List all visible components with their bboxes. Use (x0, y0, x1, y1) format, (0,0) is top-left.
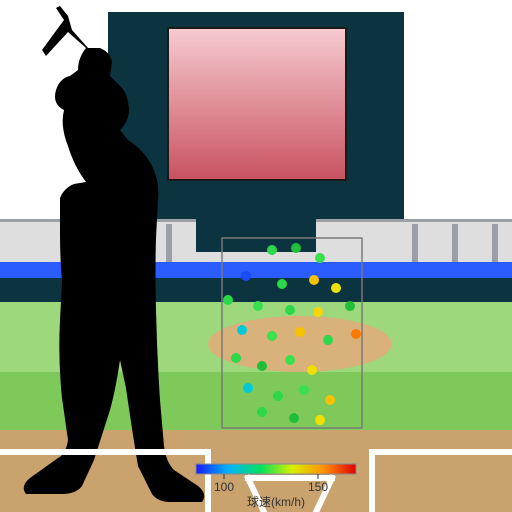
pitch-marker (253, 301, 263, 311)
pitch-marker (243, 383, 253, 393)
pitch-marker (237, 325, 247, 335)
pitch-marker (323, 335, 333, 345)
pitch-marker (309, 275, 319, 285)
pitch-marker (257, 361, 267, 371)
pitch-marker (291, 243, 301, 253)
pitch-marker (315, 415, 325, 425)
colorbar (196, 464, 356, 474)
pitch-location-chart: 100 150球速(km/h) (0, 0, 512, 512)
pitch-marker (331, 283, 341, 293)
pitch-marker (285, 305, 295, 315)
pitch-marker (285, 355, 295, 365)
pitch-marker (277, 279, 287, 289)
pitch-marker (295, 327, 305, 337)
pitch-marker (307, 365, 317, 375)
pitch-marker (267, 245, 277, 255)
colorbar-tick-label: 150 (308, 480, 328, 494)
pitch-marker (223, 295, 233, 305)
pitch-marker (313, 307, 323, 317)
pitch-marker (345, 301, 355, 311)
colorbar-tick-label: 100 (214, 480, 234, 494)
pitch-marker (273, 391, 283, 401)
pitch-marker (351, 329, 361, 339)
pitch-marker (267, 331, 277, 341)
pitch-marker (257, 407, 267, 417)
colorbar-axis-label: 球速(km/h) (247, 495, 305, 509)
pitch-marker (289, 413, 299, 423)
pitch-marker (241, 271, 251, 281)
pitch-marker (299, 385, 309, 395)
pitch-marker (325, 395, 335, 405)
pitch-marker (231, 353, 241, 363)
pitch-marker (315, 253, 325, 263)
